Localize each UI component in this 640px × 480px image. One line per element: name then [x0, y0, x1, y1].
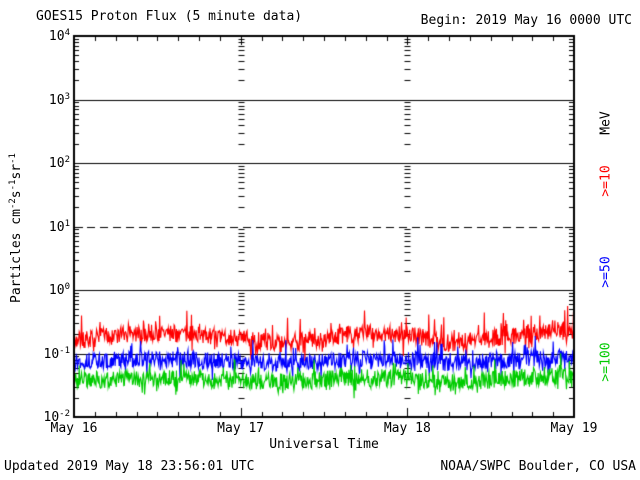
x-tick-label-may-19: May 19	[550, 421, 598, 436]
y-tick-label-1e4: 104	[48, 27, 70, 45]
legend-item-ge50: >=50	[598, 256, 614, 288]
x-tick-label-may-17: May 17	[217, 421, 265, 436]
y-tick-label-1e2: 102	[48, 154, 70, 172]
data-source-label: NOAA/SWPC Boulder, CO USA	[440, 459, 636, 474]
updated-timestamp: Updated 2019 May 18 23:56:01 UTC	[4, 459, 255, 474]
legend-item-ge100: >=100	[598, 342, 614, 382]
begin-timestamp: Begin: 2019 May 16 0000 UTC	[420, 13, 632, 28]
y-tick-label-1e-2: 10-2	[43, 408, 71, 426]
y-tick-label-1e1: 101	[48, 218, 70, 235]
y-tick-label-1e0: 100	[48, 281, 70, 299]
legend-unit-label: MeV	[598, 111, 614, 135]
y-tick-label-1e-1: 10-1	[43, 345, 71, 362]
y-tick-label-1e3: 103	[48, 91, 70, 108]
chart-title: GOES15 Proton Flux (5 minute data)	[36, 9, 303, 24]
x-tick-label-may-18: May 18	[383, 421, 431, 436]
x-axis-title: Universal Time	[269, 437, 379, 452]
legend-item-ge10: >=10	[598, 165, 614, 197]
x-tick-label-may-16: May 16	[50, 421, 98, 436]
